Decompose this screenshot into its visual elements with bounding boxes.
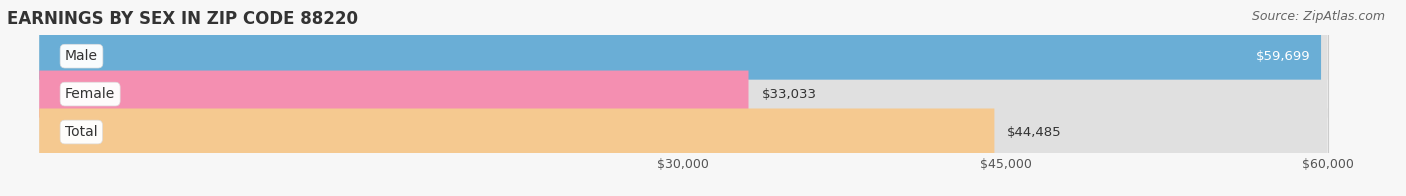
Text: Source: ZipAtlas.com: Source: ZipAtlas.com: [1251, 10, 1385, 23]
Text: Total: Total: [65, 125, 97, 139]
FancyBboxPatch shape: [39, 71, 748, 118]
Text: EARNINGS BY SEX IN ZIP CODE 88220: EARNINGS BY SEX IN ZIP CODE 88220: [7, 10, 359, 28]
Text: $33,033: $33,033: [762, 88, 817, 101]
Text: $44,485: $44,485: [1007, 125, 1062, 139]
FancyBboxPatch shape: [39, 109, 1327, 156]
FancyBboxPatch shape: [39, 109, 994, 156]
FancyBboxPatch shape: [39, 71, 1327, 118]
Text: $59,699: $59,699: [1256, 50, 1310, 63]
Text: Female: Female: [65, 87, 115, 101]
Text: Male: Male: [65, 49, 98, 63]
FancyBboxPatch shape: [39, 33, 1327, 80]
FancyBboxPatch shape: [39, 33, 1322, 80]
